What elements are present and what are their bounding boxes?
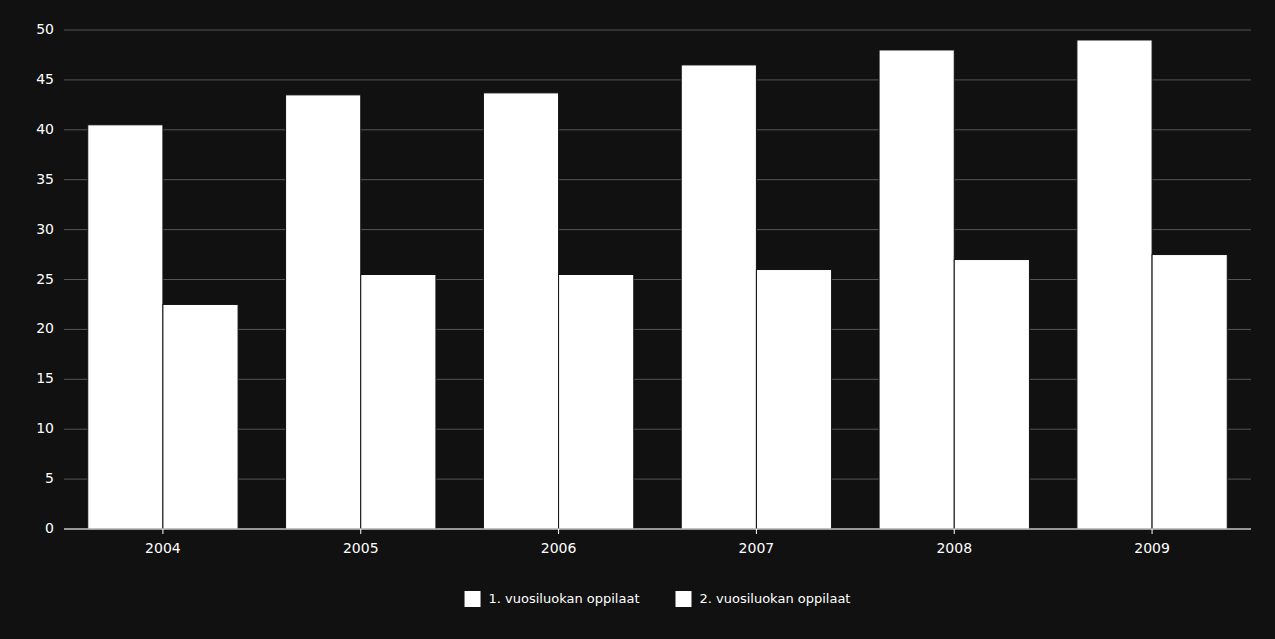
grid-line xyxy=(64,229,1251,230)
grid-line xyxy=(64,479,1251,480)
bar xyxy=(88,125,163,529)
bar xyxy=(1152,255,1227,529)
x-tick-label: 2008 xyxy=(936,540,972,556)
bar xyxy=(559,275,634,529)
legend-swatch xyxy=(465,591,481,607)
x-tick xyxy=(954,529,955,534)
legend-item: 2. vuosiluokan oppilaat xyxy=(676,591,851,608)
y-tick-label: 15 xyxy=(36,370,54,386)
grid xyxy=(64,30,1251,529)
x-tick-label: 2006 xyxy=(541,540,577,556)
grid-line xyxy=(64,379,1251,380)
bar xyxy=(361,275,436,529)
grid-line xyxy=(64,129,1251,130)
y-tick-label: 10 xyxy=(36,420,54,436)
chart: 0 5 10 15 20 25 30 35 40 45 50 2004 2005 2006 2007 2008… xyxy=(0,0,1275,639)
x-axis: 2004 2005 2006 2007 2008 2009 xyxy=(64,529,1251,556)
x-tick xyxy=(360,529,361,534)
grid-line xyxy=(64,529,1251,530)
y-axis: 0 5 10 15 20 25 30 35 40 45 50 xyxy=(36,21,54,536)
grid-line xyxy=(64,79,1251,80)
y-tick-label: 45 xyxy=(36,71,54,87)
grid-line xyxy=(64,429,1251,430)
x-tick xyxy=(1152,529,1153,534)
x-tick-label: 2004 xyxy=(145,540,181,556)
grid-line xyxy=(64,179,1251,180)
x-tick-label: 2009 xyxy=(1134,540,1170,556)
legend-label: 2. vuosiluokan oppilaat xyxy=(700,591,851,606)
grid-line xyxy=(64,279,1251,280)
bar xyxy=(163,304,238,529)
legend: 1. vuosiluokan oppilaat 2. vuosiluokan op… xyxy=(465,591,851,608)
y-tick-label: 50 xyxy=(36,21,54,37)
legend-item: 1. vuosiluokan oppilaat xyxy=(465,591,640,608)
bar xyxy=(879,50,954,529)
x-axis-line xyxy=(64,529,1251,530)
chart-container: 0 5 10 15 20 25 30 35 40 45 50 2004 2005 2006 2007 2008… xyxy=(0,0,1275,639)
bar xyxy=(756,270,831,529)
bar xyxy=(483,93,558,529)
grid-line xyxy=(64,329,1251,330)
grid-line xyxy=(64,30,1251,31)
bar xyxy=(1077,40,1152,529)
legend-swatch xyxy=(676,591,692,607)
bar xyxy=(681,65,756,529)
y-tick-label: 25 xyxy=(36,271,54,287)
y-tick-label: 30 xyxy=(36,221,54,237)
x-tick xyxy=(162,529,163,534)
x-tick xyxy=(756,529,757,534)
x-tick-label: 2007 xyxy=(739,540,775,556)
bar xyxy=(286,95,361,529)
y-tick-label: 35 xyxy=(36,171,54,187)
y-tick-label: 40 xyxy=(36,121,54,137)
x-tick xyxy=(558,529,559,534)
y-tick-label: 20 xyxy=(36,320,54,336)
bars xyxy=(88,40,1228,529)
bar xyxy=(954,260,1029,529)
legend-label: 1. vuosiluokan oppilaat xyxy=(489,591,640,606)
y-tick-label: 0 xyxy=(45,520,54,536)
y-tick-label: 5 xyxy=(45,470,54,486)
x-tick-label: 2005 xyxy=(343,540,379,556)
background xyxy=(0,0,1275,639)
